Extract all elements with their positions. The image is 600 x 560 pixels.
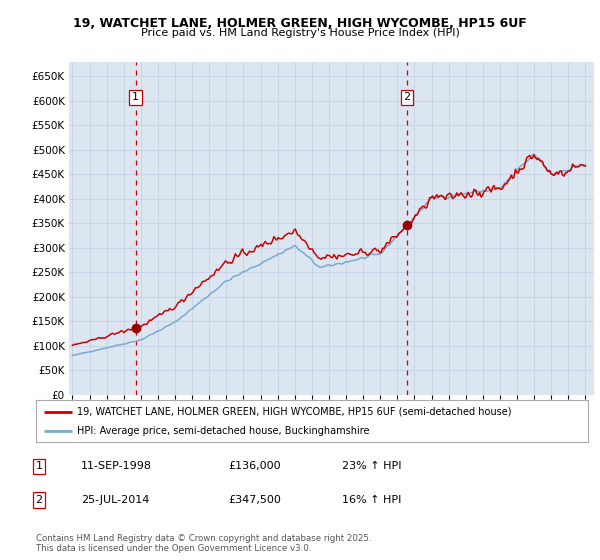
- Text: Contains HM Land Registry data © Crown copyright and database right 2025.
This d: Contains HM Land Registry data © Crown c…: [36, 534, 371, 553]
- Text: 1: 1: [132, 92, 139, 102]
- Text: 16% ↑ HPI: 16% ↑ HPI: [342, 495, 401, 505]
- Text: 1: 1: [35, 461, 43, 472]
- Text: £136,000: £136,000: [228, 461, 281, 472]
- Text: £347,500: £347,500: [228, 495, 281, 505]
- Text: Price paid vs. HM Land Registry's House Price Index (HPI): Price paid vs. HM Land Registry's House …: [140, 28, 460, 38]
- Text: 19, WATCHET LANE, HOLMER GREEN, HIGH WYCOMBE, HP15 6UF: 19, WATCHET LANE, HOLMER GREEN, HIGH WYC…: [73, 17, 527, 30]
- Text: 11-SEP-1998: 11-SEP-1998: [81, 461, 152, 472]
- Text: 2: 2: [35, 495, 43, 505]
- Text: 25-JUL-2014: 25-JUL-2014: [81, 495, 149, 505]
- Text: 2: 2: [404, 92, 410, 102]
- Text: 19, WATCHET LANE, HOLMER GREEN, HIGH WYCOMBE, HP15 6UF (semi-detached house): 19, WATCHET LANE, HOLMER GREEN, HIGH WYC…: [77, 407, 512, 417]
- Text: 23% ↑ HPI: 23% ↑ HPI: [342, 461, 401, 472]
- Text: HPI: Average price, semi-detached house, Buckinghamshire: HPI: Average price, semi-detached house,…: [77, 426, 370, 436]
